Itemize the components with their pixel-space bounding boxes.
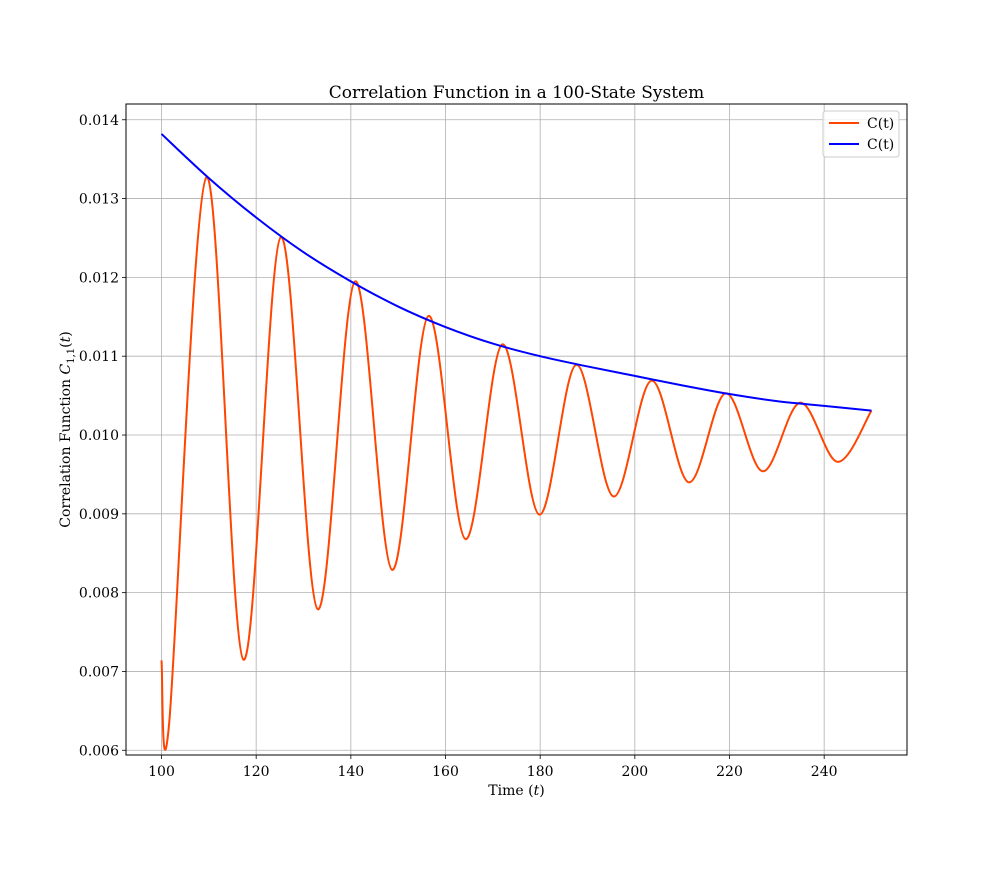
x-tick-label: 100 — [148, 764, 175, 780]
legend: C(t) C(t) — [822, 110, 900, 158]
x-tick-label: 220 — [716, 764, 743, 780]
x-tick-label: 120 — [243, 764, 270, 780]
x-tick-label: 240 — [811, 764, 838, 780]
y-tick-label: 0.007 — [79, 664, 119, 680]
legend-label-blue: C(t) — [867, 137, 894, 153]
x-tick-label: 200 — [621, 764, 648, 780]
y-tick-label: 0.008 — [79, 586, 119, 602]
series-layer — [160, 133, 873, 751]
x-tick-label: 160 — [432, 764, 459, 780]
plot-frame — [125, 103, 908, 756]
y-tick-label: 0.009 — [79, 507, 119, 523]
y-tick-label: 0.010 — [79, 428, 119, 444]
x-axis-label: Time (t) — [488, 783, 544, 799]
x-tick-label: 140 — [337, 764, 364, 780]
series-line-blue — [160, 133, 872, 412]
y-tick-label: 0.012 — [79, 270, 119, 286]
chart-title: Correlation Function in a 100-State Syst… — [329, 83, 704, 103]
y-tick-label: 0.014 — [79, 113, 119, 129]
y-tick-label: 0.013 — [79, 192, 119, 208]
x-tick-label: 180 — [527, 764, 554, 780]
ticks: 100 120 140 160 180 200 220 240 0.006 0.007 0.008 0… — [79, 113, 838, 780]
y-tick-label: 0.011 — [79, 349, 119, 365]
legend-label-orange: C(t) — [867, 116, 894, 132]
y-tick-label: 0.006 — [79, 743, 119, 759]
y-axis-label: Correlation Function C1,1(t) — [58, 331, 77, 527]
series-line-orange — [160, 176, 873, 751]
